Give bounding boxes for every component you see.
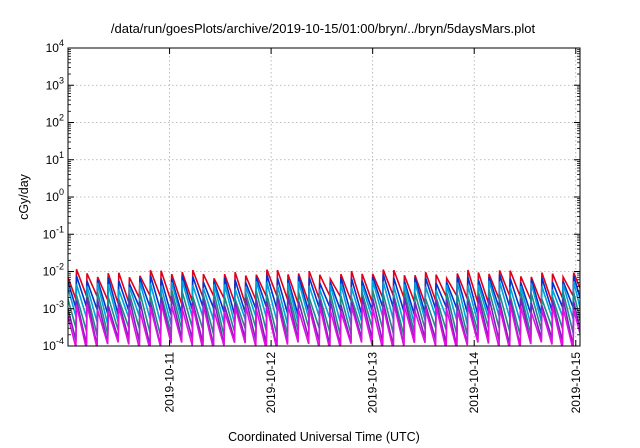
x-tick-label: 2019-10-11 xyxy=(163,352,177,413)
y-tick-label: 103 xyxy=(46,75,64,92)
x-axis-label: Coordinated Universal Time (UTC) xyxy=(228,430,420,444)
y-axis-label: cGy/day xyxy=(17,173,31,220)
y-tick-label: 102 xyxy=(46,113,64,130)
chart-title: /data/run/goesPlots/archive/2019-10-15/0… xyxy=(111,21,536,36)
y-tick-label: 10-1 xyxy=(43,224,64,241)
series-line-6 xyxy=(68,302,580,346)
y-tick-label: 10-4 xyxy=(43,336,64,353)
x-tick-label: 2019-10-12 xyxy=(264,352,278,414)
y-tick-label: 104 xyxy=(46,38,64,55)
y-tick-label: 10-3 xyxy=(43,299,64,316)
y-tick-label: 10-2 xyxy=(43,262,64,279)
x-axis: 2019-10-11 2019-10-12 2019-10-13 2019-10-14… xyxy=(163,48,583,413)
plot-area xyxy=(68,269,580,346)
x-tick-label: 2019-10-14 xyxy=(467,352,481,414)
y-axis: 104 103 102 101 100 10-1 10-2 10-3 10-4 xyxy=(43,38,580,353)
x-tick-label: 2019-10-13 xyxy=(366,352,380,414)
y-tick-label: 100 xyxy=(46,187,64,204)
y-tick-label: 101 xyxy=(46,150,64,167)
x-tick-label: 2019-10-15 xyxy=(569,352,583,414)
